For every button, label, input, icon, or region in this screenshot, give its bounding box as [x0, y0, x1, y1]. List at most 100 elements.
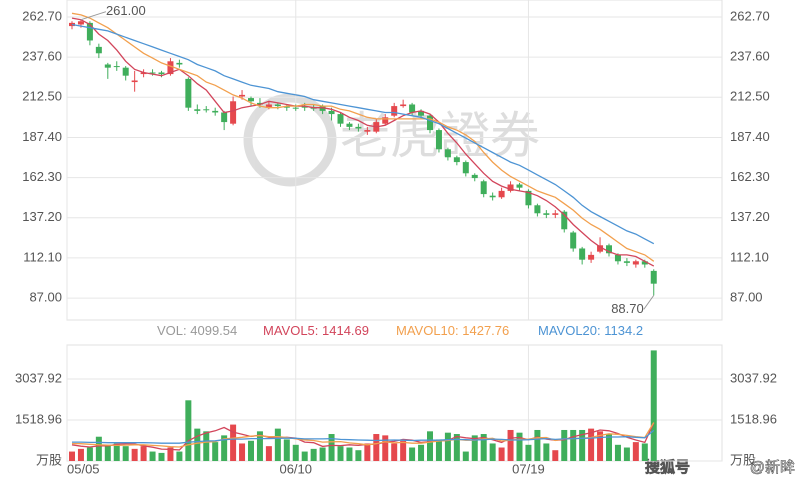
legend-name: MAVOL5: [263, 323, 315, 338]
candle-body: [95, 46, 102, 54]
candle-body: [274, 104, 281, 107]
candle-body: [382, 117, 389, 124]
volume-bar: [606, 434, 612, 461]
volume-bar: [382, 435, 389, 461]
candle-body: [409, 104, 416, 113]
candle-body: [453, 157, 460, 163]
candle-body: [462, 162, 469, 174]
volume-bar: [570, 429, 577, 461]
candle-body: [346, 123, 353, 127]
volume-bar: [256, 431, 263, 461]
ma-line: [71, 422, 655, 448]
legend-value: 1414.69: [322, 323, 369, 338]
volume-bar: [400, 440, 407, 461]
ma-line: [72, 429, 655, 444]
volume-bar: [364, 443, 371, 461]
volume-bar: [230, 424, 237, 461]
candle-body: [391, 106, 398, 116]
candle-body: [194, 109, 201, 111]
candle-body: [543, 213, 550, 215]
volume-bar: [373, 434, 380, 461]
y-tick-label-left: 262.70: [22, 8, 62, 23]
candle-body: [256, 102, 263, 105]
y-tick-label-right: 87.00: [730, 290, 763, 305]
y-tick-label-right: 1518.96: [730, 411, 777, 426]
legend-separator: :: [315, 323, 322, 338]
volume-bar: [167, 447, 174, 461]
candle-body: [614, 254, 621, 262]
volume-bar: [391, 443, 398, 461]
legend-value: 4099.54: [190, 323, 237, 338]
volume-bar: [274, 428, 281, 461]
candle-body: [623, 261, 630, 263]
y-tick-label-left: 162.30: [22, 169, 62, 184]
candle-body: [588, 254, 595, 260]
candle-body: [471, 174, 478, 179]
volume-bar: [104, 444, 111, 461]
y-tick-label-left: 112.10: [23, 249, 62, 264]
volume-bar: [310, 448, 317, 461]
ma-line: [71, 12, 655, 262]
volume-bar: [632, 442, 639, 461]
candle-body: [498, 190, 505, 198]
volume-bar: [337, 446, 344, 461]
candle-body: [212, 110, 219, 113]
candle-body: [77, 21, 84, 25]
volume-bar: [489, 443, 496, 461]
candle-body: [86, 22, 93, 41]
volume-bar: [292, 444, 299, 461]
x-tick-label: 06/10: [279, 461, 312, 476]
y-tick-label-right: 262.70: [730, 8, 770, 23]
volume-bar: [301, 451, 308, 461]
volume-bar: [131, 448, 138, 461]
y-tick-label-left: 187.40: [22, 129, 62, 144]
volume-bar: [319, 447, 326, 461]
y-tick-label-right: 237.60: [730, 49, 770, 64]
candle-body: [418, 110, 425, 116]
candle-body: [104, 64, 111, 68]
legend-name: MAVOL20: [538, 323, 597, 338]
volume-bar: [623, 447, 630, 461]
candle-body: [641, 261, 648, 265]
ma-line: [71, 23, 655, 245]
volume-bar: [597, 431, 604, 461]
candle-body: [239, 94, 246, 97]
candle-body: [435, 130, 442, 150]
legend-separator: :: [455, 323, 462, 338]
volume-bar: [462, 451, 469, 461]
legend-separator: :: [597, 323, 604, 338]
annotation-label: 88.70: [611, 301, 644, 316]
volume-bar: [471, 435, 478, 461]
volume-bar: [265, 446, 272, 461]
volume-bar: [453, 434, 460, 461]
volume-bar: [122, 446, 129, 461]
candle-body: [489, 195, 496, 198]
candle-body: [650, 270, 657, 284]
candle-body: [283, 106, 290, 108]
volume-bar: [158, 452, 165, 461]
footer-author: @新眸: [750, 458, 795, 476]
candle-body: [265, 104, 272, 108]
legend-value: 1134.2: [604, 323, 643, 338]
volume-bar: [283, 439, 290, 461]
candle-body: [579, 248, 586, 260]
volume-bar: [444, 432, 451, 461]
y-tick-label-left: 3037.92: [15, 370, 62, 385]
volume-bar: [561, 429, 568, 461]
ma-line: [71, 17, 655, 267]
volume-bar: [516, 432, 523, 461]
candle-body: [525, 190, 532, 206]
candle-body: [632, 261, 639, 265]
candle-body: [113, 66, 120, 68]
volume-bar: [579, 429, 586, 461]
legend-value: 1427.76: [462, 323, 509, 338]
volume-bar: [650, 350, 657, 461]
candle-body: [427, 115, 433, 131]
candle-body: [552, 213, 559, 215]
annotation-line: [643, 295, 655, 310]
volume-bar: [149, 451, 156, 461]
legend-separator: :: [183, 323, 190, 338]
candle-body: [337, 114, 344, 124]
candle-body: [444, 149, 451, 158]
volume-bar: [409, 447, 416, 461]
